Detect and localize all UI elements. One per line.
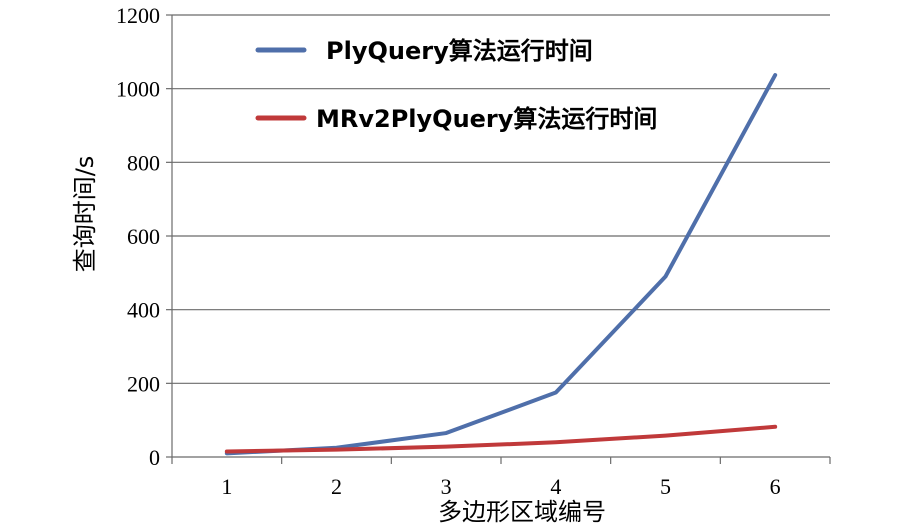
y-tick-label: 400 [127,298,160,323]
series-line-2 [224,424,778,454]
y-tick-label: 1000 [116,77,160,102]
x-tick-label: 5 [660,474,671,499]
y-tick-label: 600 [127,224,160,249]
y-tick-labels: 0 200 400 600 800 1000 1200 [116,3,160,470]
y-tick-label: 800 [127,150,160,175]
y-tick-label: 1200 [116,3,160,28]
x-tick-label: 4 [550,474,561,499]
y-tick-label: 0 [149,445,160,470]
x-tick-label: 1 [221,474,232,499]
x-axis-title: 多边形区域编号 [438,498,606,526]
legend: PlyQuery算法运行时间 MRv2PlyQuery算法运行时间 [255,37,657,133]
x-tick-labels: 1 2 3 4 5 6 [221,474,780,499]
legend-label-2: MRv2PlyQuery算法运行时间 [316,105,657,133]
y-tick-label: 200 [127,371,160,396]
y-axis-title: 查询时间/s [71,156,99,273]
x-tick-label: 3 [441,474,452,499]
grid-lines [172,14,830,384]
legend-label-1: PlyQuery算法运行时间 [326,37,593,65]
axes [166,14,831,464]
x-tick-label: 2 [331,474,342,499]
series-lines [224,73,778,456]
x-tick-label: 6 [770,474,781,499]
